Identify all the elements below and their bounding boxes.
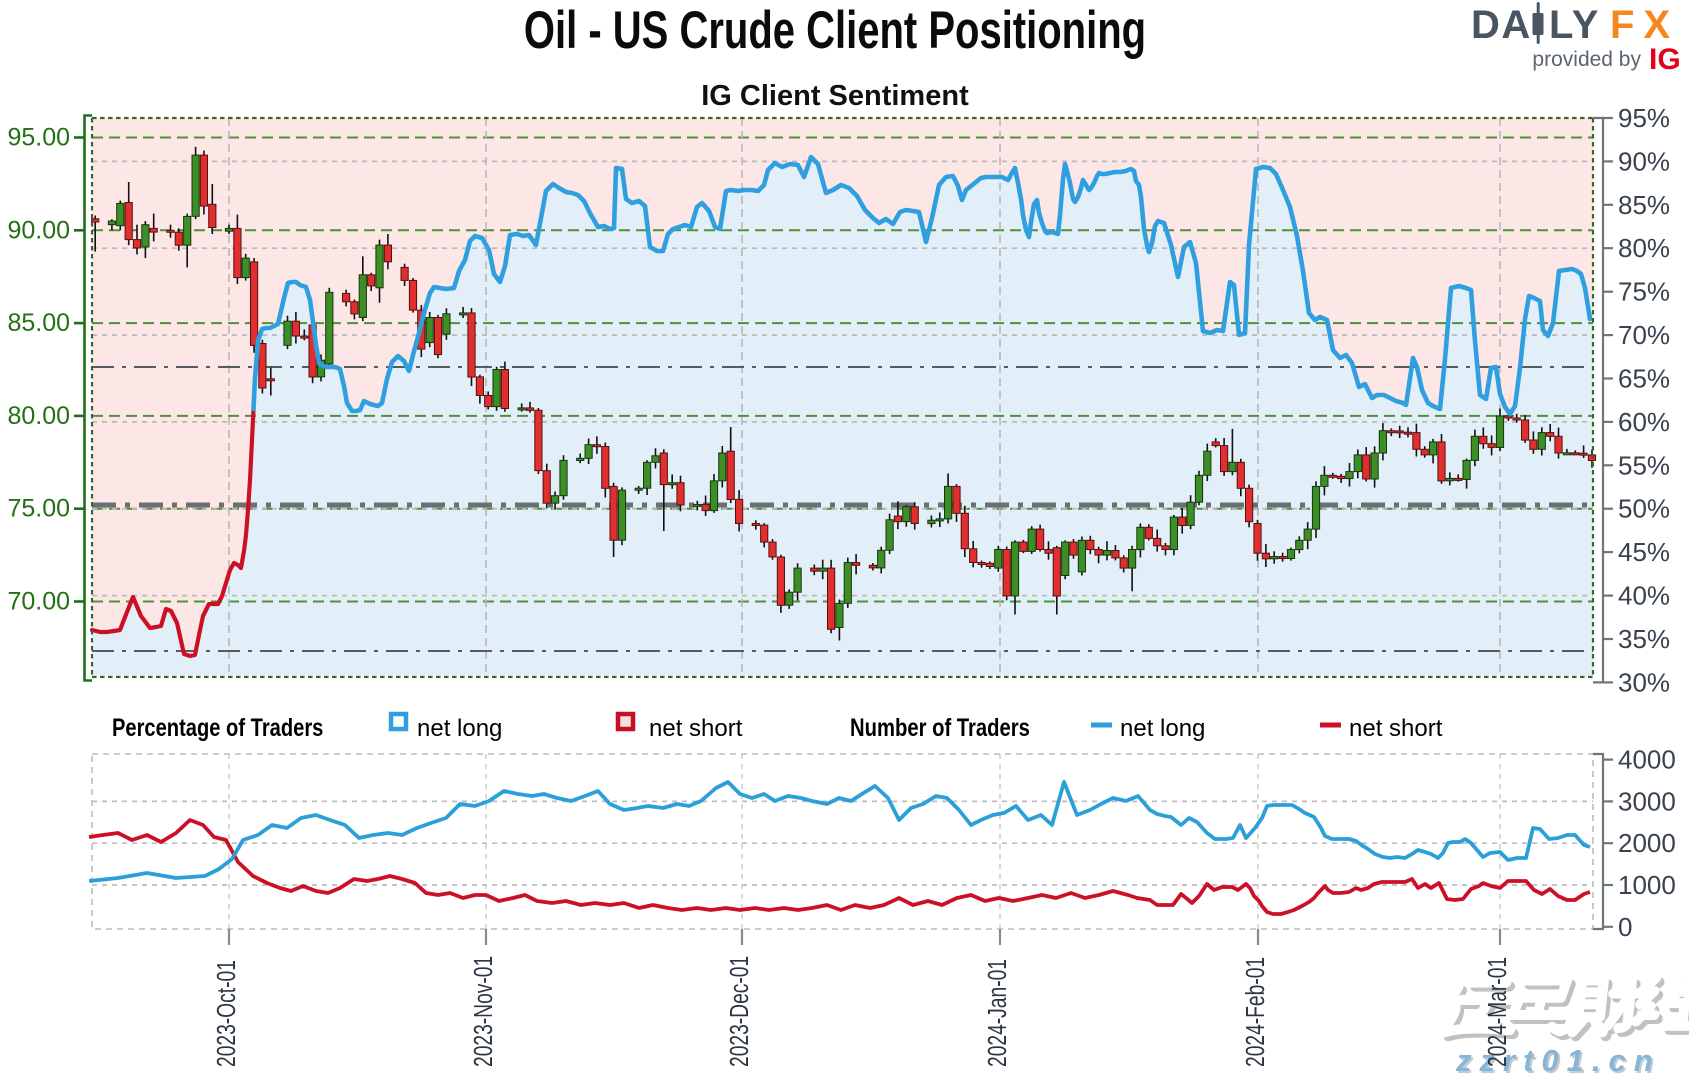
svg-text:70.00: 70.00 xyxy=(7,588,70,616)
svg-text:net long: net long xyxy=(417,715,502,742)
svg-text:0: 0 xyxy=(1618,912,1632,942)
svg-text:90%: 90% xyxy=(1618,146,1670,176)
svg-text:net long: net long xyxy=(1120,715,1205,742)
svg-text:65%: 65% xyxy=(1618,364,1670,394)
svg-text:FX: FX xyxy=(1610,3,1679,47)
svg-text:50%: 50% xyxy=(1618,494,1670,524)
svg-text:IG Client Sentiment: IG Client Sentiment xyxy=(701,80,969,112)
svg-text:2023-Nov-01: 2023-Nov-01 xyxy=(468,956,498,1067)
svg-text:zzrt01.cn: zzrt01.cn xyxy=(1457,1045,1663,1078)
svg-text:60%: 60% xyxy=(1618,407,1670,437)
svg-text:55%: 55% xyxy=(1618,450,1670,480)
svg-text:85.00: 85.00 xyxy=(7,309,70,337)
svg-text:30%: 30% xyxy=(1618,667,1670,697)
svg-text:45%: 45% xyxy=(1618,537,1670,567)
svg-text:2023-Dec-01: 2023-Dec-01 xyxy=(724,956,754,1067)
svg-text:75.00: 75.00 xyxy=(7,495,70,523)
svg-text:Oil - US Crude Client Position: Oil - US Crude Client Positioning xyxy=(524,0,1146,59)
svg-text:1000: 1000 xyxy=(1618,870,1676,900)
svg-text:zzrt01.cn: zzrt01.cn xyxy=(1455,1043,1661,1078)
svg-text:80.00: 80.00 xyxy=(7,402,70,430)
svg-text:2024-Feb-01: 2024-Feb-01 xyxy=(1240,957,1270,1067)
svg-text:LY: LY xyxy=(1549,3,1600,47)
svg-text:70%: 70% xyxy=(1618,320,1670,350)
svg-text:IG: IG xyxy=(1649,43,1681,76)
svg-text:net short: net short xyxy=(1349,715,1443,742)
svg-text:95%: 95% xyxy=(1618,103,1670,133)
svg-text:40%: 40% xyxy=(1618,581,1670,611)
svg-text:provided by: provided by xyxy=(1532,48,1641,71)
svg-text:Number of Traders: Number of Traders xyxy=(850,713,1030,742)
svg-text:DA: DA xyxy=(1471,3,1532,47)
svg-text:75%: 75% xyxy=(1618,277,1670,307)
svg-text:85%: 85% xyxy=(1618,190,1670,220)
svg-text:90.00: 90.00 xyxy=(7,216,70,244)
svg-text:2023-Oct-01: 2023-Oct-01 xyxy=(211,960,241,1067)
svg-text:35%: 35% xyxy=(1618,624,1670,654)
svg-text:Percentage of Traders: Percentage of Traders xyxy=(112,713,323,742)
svg-text:2024-Jan-01: 2024-Jan-01 xyxy=(982,959,1012,1067)
svg-text:80%: 80% xyxy=(1618,233,1670,263)
svg-text:2000: 2000 xyxy=(1618,828,1676,858)
svg-text:net short: net short xyxy=(649,715,743,742)
svg-text:2024-Mar-01: 2024-Mar-01 xyxy=(1482,957,1512,1067)
svg-text:4000: 4000 xyxy=(1618,745,1676,775)
svg-text:3000: 3000 xyxy=(1618,786,1676,816)
svg-text:95.00: 95.00 xyxy=(7,124,70,152)
